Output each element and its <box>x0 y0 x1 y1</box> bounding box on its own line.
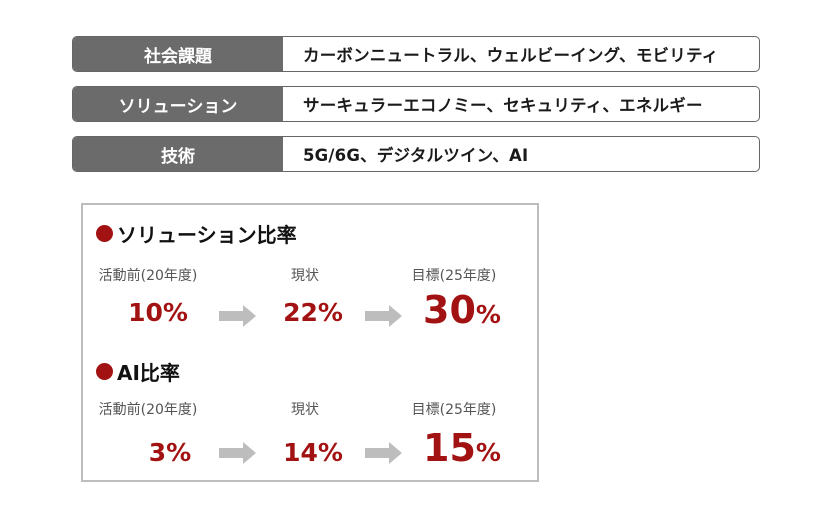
ratio-panel: ソリューション比率 活動前(20年度) 現状 目標(25年度) 10% 22% … <box>81 203 539 482</box>
current-number: 22 <box>283 298 318 327</box>
target-number: 30 <box>423 288 476 332</box>
target-value: 30% <box>407 288 517 332</box>
percent-sign: % <box>162 298 188 327</box>
percent-sign: % <box>475 300 501 329</box>
row-value: 5G/6G、デジタルツイン、AI <box>303 146 529 165</box>
before-number: 3 <box>148 438 167 467</box>
percent-sign: % <box>475 438 501 467</box>
current-number: 14 <box>283 438 318 467</box>
category-row-technology: 技術 5G/6G、デジタルツイン、AI <box>72 136 760 172</box>
target-number: 15 <box>423 426 476 470</box>
before-value: 3% <box>115 438 225 467</box>
before-label: 活動前(20年度) <box>98 268 198 284</box>
target-label: 目標(25年度) <box>411 268 497 284</box>
section-title-text: AI比率 <box>117 361 180 385</box>
current-value: 14% <box>258 438 368 467</box>
row-value: サーキュラーエコノミー、セキュリティ、エネルギー <box>303 96 703 115</box>
before-number: 10 <box>128 298 163 327</box>
arrow-right-icon <box>219 442 256 464</box>
percent-sign: % <box>317 298 343 327</box>
target-value: 15% <box>407 426 517 470</box>
row-label: ソリューション <box>73 87 283 121</box>
arrow-right-icon <box>365 305 402 327</box>
bullet-icon <box>96 225 113 242</box>
current-label: 現状 <box>291 402 319 418</box>
arrow-right-icon <box>219 305 256 327</box>
section-title-solution-ratio: ソリューション比率 <box>96 219 297 248</box>
category-row-social-issues: 社会課題 カーボンニュートラル、ウェルビーイング、モビリティ <box>72 36 760 72</box>
section-title-ai-ratio: AI比率 <box>96 357 180 386</box>
arrow-right-icon <box>365 442 402 464</box>
current-label: 現状 <box>291 268 319 284</box>
before-label: 活動前(20年度) <box>98 402 198 418</box>
current-value: 22% <box>258 298 368 327</box>
bullet-icon <box>96 363 113 380</box>
target-label: 目標(25年度) <box>411 402 497 418</box>
section-title-text: ソリューション比率 <box>117 223 297 247</box>
before-value: 10% <box>103 298 213 327</box>
percent-sign: % <box>166 438 192 467</box>
percent-sign: % <box>317 438 343 467</box>
row-value: カーボンニュートラル、ウェルビーイング、モビリティ <box>303 46 719 65</box>
category-row-solutions: ソリューション サーキュラーエコノミー、セキュリティ、エネルギー <box>72 86 760 122</box>
row-label: 技術 <box>73 137 283 171</box>
row-label: 社会課題 <box>73 37 283 71</box>
